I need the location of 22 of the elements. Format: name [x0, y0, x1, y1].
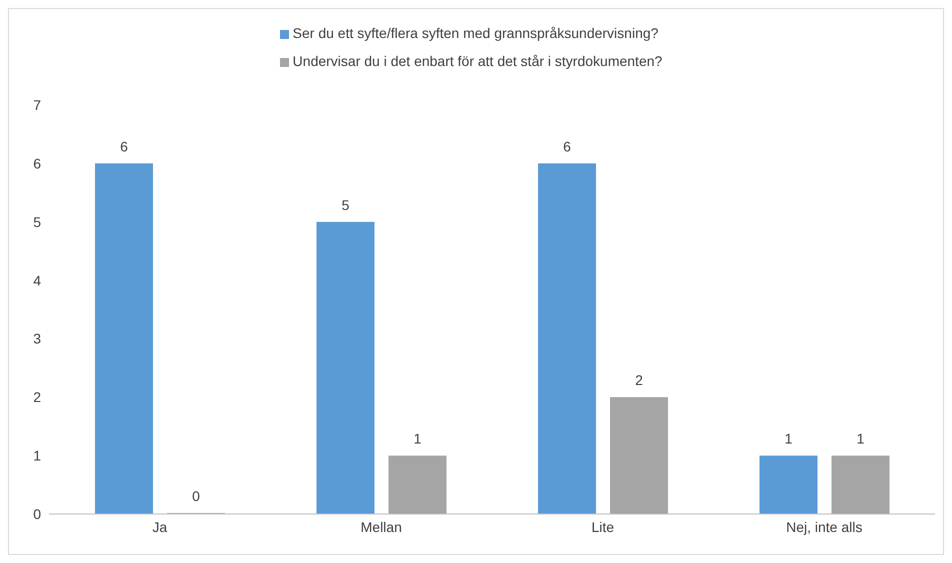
- y-tick-label: 2: [33, 389, 42, 406]
- y-tick-label: 4: [33, 272, 42, 288]
- data-label: 6: [563, 138, 572, 154]
- y-tick-label: 3: [33, 330, 42, 347]
- data-label: 2: [635, 372, 644, 388]
- data-label: 5: [342, 196, 350, 213]
- legend-label: Undervisar du i det enbart för att det står i styrdokumenten?: [292, 53, 662, 69]
- legend-label: Ser du ett syfte/flera syften med grannspråksundervisning?: [292, 25, 658, 41]
- data-label: 1: [784, 430, 793, 447]
- y-tick-label: 1: [33, 448, 42, 464]
- data-label: 6: [120, 138, 128, 154]
- y-tick-label: 6: [33, 155, 42, 172]
- x-tick-label: Nej, inte alls: [786, 518, 862, 535]
- x-tick-label: Ja: [152, 518, 168, 535]
- data-label: 0: [192, 488, 200, 504]
- y-tick-label: 7: [33, 96, 42, 113]
- y-tick-label: 5: [33, 214, 42, 230]
- y-tick-label: 0: [33, 506, 42, 522]
- x-tick-label: Mellan: [360, 518, 402, 535]
- x-tick-label: Lite: [591, 518, 614, 535]
- data-label: 1: [856, 430, 865, 447]
- data-label: 1: [414, 430, 422, 447]
